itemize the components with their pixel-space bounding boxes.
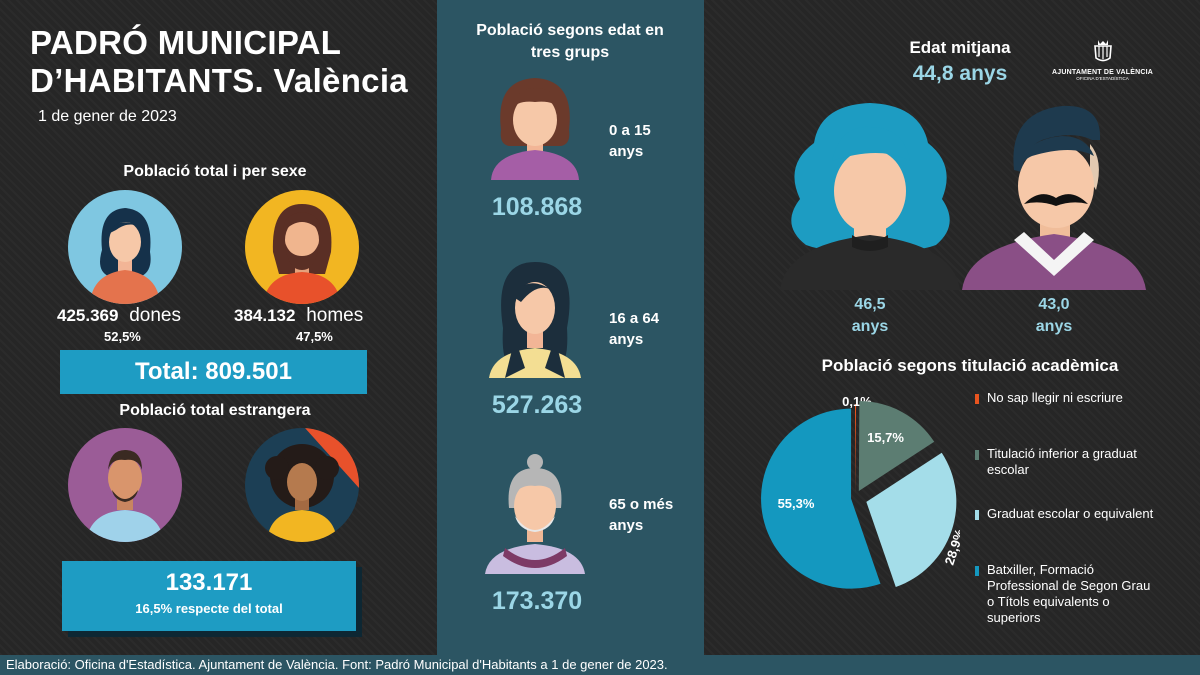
age-group-3-label-line-1: 65 o més [609, 496, 674, 513]
foreign-banner: 133.171 16,5% respecte del total [62, 561, 356, 631]
foreign-value: 133.171 [165, 569, 253, 596]
legend-item-1: No sap llegir ni escriure [975, 390, 1175, 406]
men-label: homes [306, 305, 364, 326]
median-age-value: 44,8 anys [912, 62, 1008, 85]
age-heading-line-1: Població segons edat en [476, 22, 664, 39]
men-value: 384.132 [234, 306, 296, 325]
women-count: 425.369 dones [57, 305, 181, 327]
age-group-1-value: 108.868 [491, 193, 583, 221]
pie-slice-3 [866, 452, 957, 587]
legend-swatch-1 [975, 394, 979, 404]
men-count: 384.132 homes [234, 305, 363, 327]
pie-slice-2 [858, 400, 935, 491]
age-group-3-label-line-2: anys [609, 517, 644, 534]
total-banner: Total: 809.501 [60, 350, 367, 394]
date-label: 1 de gener de 2023 [38, 108, 177, 125]
age-group-2-label-line-2: anys [609, 331, 644, 348]
legend-item-4: Batxiller, Formació Professional de Segon… [975, 562, 1175, 626]
age-group-2-value: 527.263 [491, 391, 583, 419]
elder-icon [475, 452, 595, 574]
logo-sub: OFICINA D'ESTADÍSTICA [1076, 76, 1129, 81]
man-avatar-icon [245, 190, 359, 304]
median-woman-icon [780, 95, 960, 290]
title-line-1: PADRÓ MUNICIPAL [30, 24, 342, 61]
left-panel [0, 0, 437, 655]
middle-panel [437, 0, 704, 655]
coat-of-arms-icon [1093, 40, 1112, 62]
legend-label-4: Batxiller, Formació Professional de Segon… [987, 562, 1151, 625]
foreign-note: 16,5% respecte del total [135, 601, 283, 616]
age-group-1-label-line-1: 0 a 15 [609, 122, 651, 139]
legend-swatch-2 [975, 450, 979, 460]
title-line-2: D’HABITANTS. València [30, 62, 408, 99]
foreign-woman-avatar-icon [245, 428, 359, 542]
age-group-2-label-line-1: 16 a 64 [609, 310, 660, 327]
age-group-3-value: 173.370 [491, 587, 583, 615]
age-group-2-label: 16 a 64 anys [609, 308, 659, 350]
median-age-heading: Edat mitjana [909, 38, 1011, 57]
legend-label-3: Graduat escolar o equivalent [987, 506, 1154, 521]
women-pct: 52,5% [104, 329, 141, 344]
legend-item-3: Graduat escolar o equivalent [975, 506, 1175, 522]
adult-icon [475, 258, 595, 378]
logo-name: AJUNTAMENT DE VALÈNCIA [1052, 69, 1153, 76]
pie-label-2: 15,7% [867, 430, 904, 445]
education-pie-chart: 0,1%15,7%28,9%55,3% [761, 394, 960, 589]
page-title: PADRÓ MUNICIPAL D’HABITANTS. València [30, 24, 408, 100]
foreign-heading: Població total estrangera [119, 402, 311, 419]
pie-slice-1 [855, 404, 857, 495]
age-group-3-label: 65 o més anys [609, 494, 673, 536]
median-women-value: 46,5 [854, 296, 886, 313]
pie-label-4: 55,3% [778, 496, 815, 511]
median-men-unit: anys [1035, 318, 1073, 335]
women-label: dones [129, 305, 181, 326]
legend-swatch-4 [975, 566, 979, 576]
sex-heading: Població total i per sexe [123, 163, 307, 180]
foreign-man-avatar-icon [68, 428, 182, 542]
age-group-1-label-line-2: anys [609, 143, 644, 160]
age-heading-line-2: tres grups [530, 44, 610, 61]
pie-slice-4 [761, 408, 881, 589]
woman-avatar-icon [68, 190, 182, 304]
legend-label-2: Titulació inferior a graduat escolar [987, 446, 1137, 477]
child-icon [475, 70, 595, 180]
legend-swatch-3 [975, 510, 979, 520]
legend-item-2: Titulació inferior a graduat escolar [975, 446, 1175, 478]
chart-title: Població segons titulació acadèmica [821, 356, 1119, 375]
men-pct: 47,5% [296, 329, 333, 344]
city-logo: AJUNTAMENT DE VALÈNCIA OFICINA D'ESTADÍS… [1050, 38, 1155, 81]
women-value: 425.369 [57, 306, 119, 325]
median-women: 46,5 anys [820, 294, 920, 338]
median-women-unit: anys [851, 318, 889, 335]
legend-label-1: No sap llegir ni escriure [987, 390, 1123, 405]
age-heading: Població segons edat en tres grups [445, 20, 695, 64]
median-man-icon [962, 100, 1146, 290]
footer-source: Elaboració: Oficina d'Estadística. Ajunt… [0, 655, 1200, 675]
median-men-value: 43,0 [1038, 296, 1070, 313]
median-men: 43,0 anys [1004, 294, 1104, 338]
age-group-1-label: 0 a 15 anys [609, 120, 651, 162]
